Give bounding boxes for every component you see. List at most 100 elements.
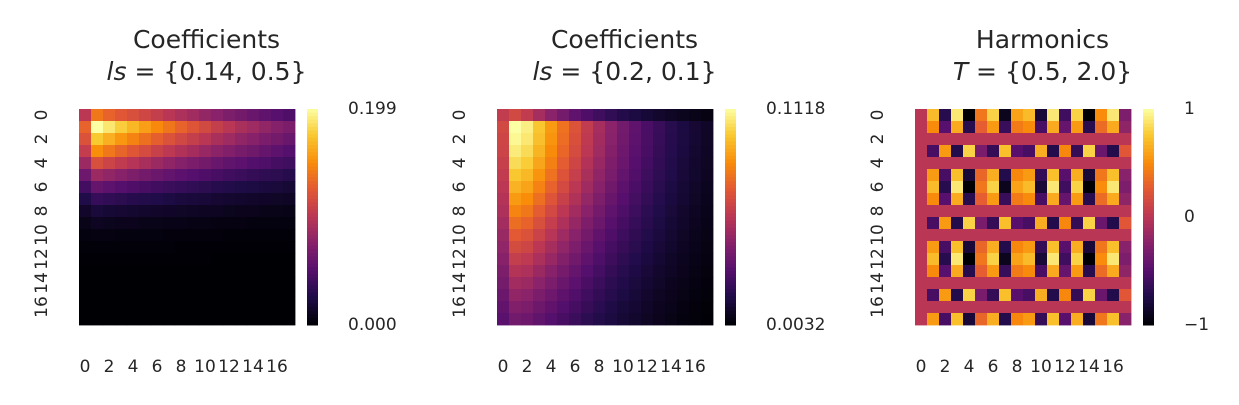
colorbar-segment bbox=[725, 127, 736, 132]
heatmap-cell bbox=[939, 169, 952, 182]
x-tick-label: 6 bbox=[570, 357, 581, 377]
heatmap-cell bbox=[569, 277, 582, 290]
heatmap-cell bbox=[521, 253, 534, 266]
heatmap-cell bbox=[641, 205, 654, 218]
heatmap-cell bbox=[103, 301, 116, 314]
heatmap-cell bbox=[1035, 265, 1048, 278]
heatmap-cell bbox=[581, 109, 594, 122]
heatmap-cell bbox=[641, 181, 654, 194]
heatmap-cell bbox=[939, 181, 952, 194]
colorbar-segment bbox=[725, 253, 736, 258]
colorbar-segment bbox=[307, 184, 318, 189]
x-tick-label: 16 bbox=[684, 357, 706, 377]
heatmap-cell bbox=[927, 133, 940, 146]
heatmap-cell bbox=[605, 277, 618, 290]
heatmap-cell bbox=[211, 181, 224, 194]
heatmap-cell bbox=[677, 193, 690, 206]
colorbar-segment bbox=[1143, 260, 1154, 265]
colorbar-segment bbox=[725, 242, 736, 247]
heatmap-cell bbox=[91, 229, 104, 242]
colorbar-segment bbox=[725, 274, 736, 279]
heatmap-cell bbox=[1047, 193, 1060, 206]
heatmap-cell bbox=[1095, 145, 1108, 158]
heatmap-cell bbox=[151, 157, 164, 170]
heatmap-cell bbox=[1095, 109, 1108, 122]
heatmap-cell bbox=[127, 121, 140, 134]
heatmap-cell bbox=[617, 301, 630, 314]
y-tick-label: 8 bbox=[868, 206, 888, 217]
colorbar-segment bbox=[725, 249, 736, 254]
heatmap-cell bbox=[641, 289, 654, 302]
heatmap-cell bbox=[665, 169, 678, 182]
heatmap-cell bbox=[629, 229, 642, 242]
heatmap-cell bbox=[629, 121, 642, 134]
heatmap-cell bbox=[509, 301, 522, 314]
x-tick-label: 2 bbox=[104, 357, 115, 377]
heatmap-cell bbox=[677, 277, 690, 290]
heatmap-cell bbox=[187, 301, 200, 314]
heatmap-cell bbox=[581, 265, 594, 278]
heatmap-cell bbox=[163, 133, 176, 146]
heatmap-cell bbox=[235, 313, 248, 326]
heatmap-cell bbox=[521, 145, 534, 158]
heatmap-cell bbox=[175, 193, 188, 206]
heatmap-cell bbox=[1023, 229, 1036, 242]
heatmap-cell bbox=[975, 193, 988, 206]
heatmap-cell bbox=[593, 265, 606, 278]
heatmap-cell bbox=[605, 121, 618, 134]
heatmap-cell bbox=[939, 121, 952, 134]
heatmap-cell bbox=[199, 157, 212, 170]
heatmap-cell bbox=[939, 253, 952, 266]
colorbar-segment bbox=[307, 116, 318, 121]
heatmap-cell bbox=[509, 265, 522, 278]
heatmap-cell bbox=[581, 181, 594, 194]
heatmap-cell bbox=[175, 253, 188, 266]
heatmap-cell bbox=[91, 121, 104, 134]
heatmap-cell bbox=[569, 109, 582, 122]
heatmap-cell bbox=[915, 121, 928, 134]
x-tick-label: 16 bbox=[1102, 357, 1124, 377]
heatmap-cell bbox=[247, 193, 260, 206]
heatmap-cell bbox=[617, 253, 630, 266]
heatmap-cell bbox=[223, 313, 236, 326]
heatmap-cell bbox=[1095, 289, 1108, 302]
heatmap-cell bbox=[79, 181, 92, 194]
heatmap-cell bbox=[271, 133, 284, 146]
heatmap-cell bbox=[951, 253, 964, 266]
heatmap-cell bbox=[545, 253, 558, 266]
heatmap-cell bbox=[235, 277, 248, 290]
heatmap-cell bbox=[653, 205, 666, 218]
heatmap-cell bbox=[1059, 301, 1072, 314]
heatmap-cell bbox=[689, 205, 702, 218]
heatmap-cell bbox=[115, 181, 128, 194]
heatmap-cell bbox=[211, 157, 224, 170]
heatmap-cell bbox=[569, 241, 582, 254]
heatmap-cell bbox=[1107, 157, 1120, 170]
colorbar-segment bbox=[1143, 231, 1154, 236]
heatmap-cell bbox=[199, 145, 212, 158]
heatmap-cell bbox=[127, 181, 140, 194]
colorbar-segment bbox=[1143, 130, 1154, 135]
heatmap-cell bbox=[665, 289, 678, 302]
heatmap-cell bbox=[271, 121, 284, 134]
colorbar-segment bbox=[1143, 274, 1154, 279]
heatmap-cell bbox=[689, 289, 702, 302]
colorbar-segment bbox=[307, 227, 318, 232]
heatmap-cell bbox=[151, 253, 164, 266]
colorbar-segment bbox=[725, 145, 736, 150]
heatmap-cell bbox=[247, 205, 260, 218]
heatmap-cell bbox=[199, 133, 212, 146]
heatmap-cell bbox=[1095, 193, 1108, 206]
heatmap-cell bbox=[103, 145, 116, 158]
heatmap-cell bbox=[677, 289, 690, 302]
heatmap-cell bbox=[497, 145, 510, 158]
heatmap-cell bbox=[557, 109, 570, 122]
colorbar-segment bbox=[1143, 145, 1154, 150]
heatmap-cell bbox=[629, 277, 642, 290]
heatmap-cell bbox=[1059, 109, 1072, 122]
heatmap-cell bbox=[127, 313, 140, 326]
heatmap-cell bbox=[557, 145, 570, 158]
heatmap-cell bbox=[1023, 265, 1036, 278]
heatmap-cell bbox=[533, 229, 546, 242]
heatmap-cell bbox=[665, 145, 678, 158]
